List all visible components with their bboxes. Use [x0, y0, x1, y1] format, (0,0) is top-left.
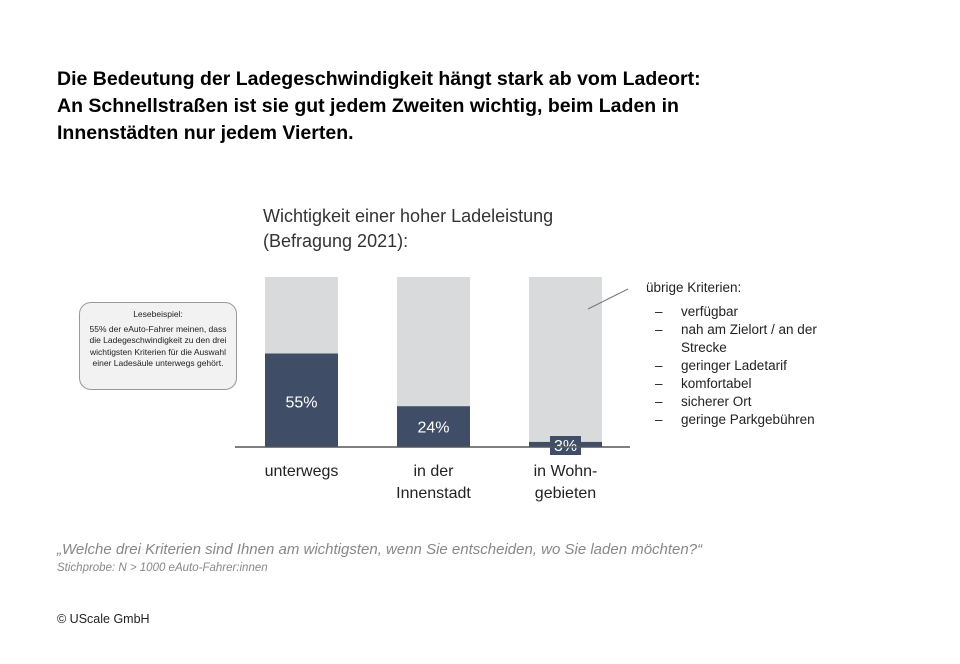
- chart-title-line: (Befragung 2021):: [263, 231, 409, 251]
- criterion-item: – verfügbar: [646, 303, 856, 321]
- sample-size: Stichprobe: N > 1000 eAuto-Fahrer:innen: [57, 562, 268, 574]
- category-label: in Wohn-gebieten: [496, 461, 636, 505]
- category-label: in der Innenstadt: [364, 461, 504, 505]
- category-label-line: gebieten: [534, 485, 597, 502]
- criterion-label: geringer Ladetarif: [681, 358, 787, 373]
- criterion-label: komfortabel: [681, 376, 752, 391]
- callout-line: [587, 288, 629, 310]
- headline-line: An Schnellstraßen ist sie gut jedem Zwei…: [57, 95, 679, 117]
- bar-data-label: 55%: [285, 395, 317, 412]
- dash: –: [655, 394, 663, 409]
- criterion-label: geringe Parkgebühren: [681, 412, 815, 427]
- category-label-line: unterwegs: [264, 463, 339, 480]
- dash: –: [655, 304, 663, 319]
- other-criteria: übrige Kriterien: – verfügbar – nah am Ziel…: [646, 279, 856, 429]
- headline-line: Innenstädten nur jedem Vierten.: [57, 122, 354, 144]
- reading-example-title: Lesebeispiel:: [133, 309, 183, 319]
- bar-value: [397, 406, 470, 447]
- criterion-label: nah am Zielort / an der Strecke: [681, 322, 817, 355]
- other-criteria-title: übrige Kriterien:: [646, 280, 742, 295]
- headline-line: Die Bedeutung der Ladegeschwindigkeit hä…: [57, 68, 701, 90]
- reading-example-box: Lesebeispiel: 55% der eAuto-Fahrer meine…: [79, 302, 237, 390]
- criterion-item: – geringer Ladetarif: [646, 357, 856, 375]
- reading-example-text: 55% der eAuto-Fahrer meinen, dass die La…: [89, 323, 227, 369]
- bar-data-label: 24%: [417, 420, 449, 437]
- chart-title-line: Wichtigkeit einer hoher Ladeleistung: [263, 206, 554, 226]
- category-label-line: Innenstadt: [396, 485, 471, 502]
- criterion-label: sicherer Ort: [681, 394, 752, 409]
- category-label-line: in Wohn-: [533, 463, 598, 480]
- bar-rest: [529, 277, 602, 442]
- dash: –: [655, 358, 663, 373]
- copyright: © UScale GmbH: [57, 612, 150, 626]
- bar-value: [265, 353, 338, 447]
- category-label-line: in der: [413, 463, 454, 480]
- criterion-item: – komfortabel: [646, 375, 856, 393]
- dash: –: [655, 322, 663, 337]
- bar-rest: [397, 277, 470, 407]
- survey-question: „Welche drei Kriterien sind Ihnen am wic…: [57, 541, 703, 558]
- dash: –: [655, 412, 663, 427]
- criterion-item: – sicherer Ort: [646, 393, 856, 411]
- bar-rest: [265, 277, 338, 354]
- criterion-item: – nah am Zielort / an der Strecke: [646, 321, 856, 357]
- dash: –: [655, 376, 663, 391]
- headline: Die Bedeutung der Ladegeschwindigkeit hä…: [57, 66, 917, 147]
- category-label: unterwegs: [232, 461, 372, 483]
- criterion-item: – geringe Parkgebühren: [646, 411, 856, 429]
- criterion-label: verfügbar: [681, 304, 739, 319]
- chart-title: Wichtigkeit einer hoher Ladeleistung (Be…: [263, 204, 553, 254]
- bar-label-bg: [550, 436, 581, 455]
